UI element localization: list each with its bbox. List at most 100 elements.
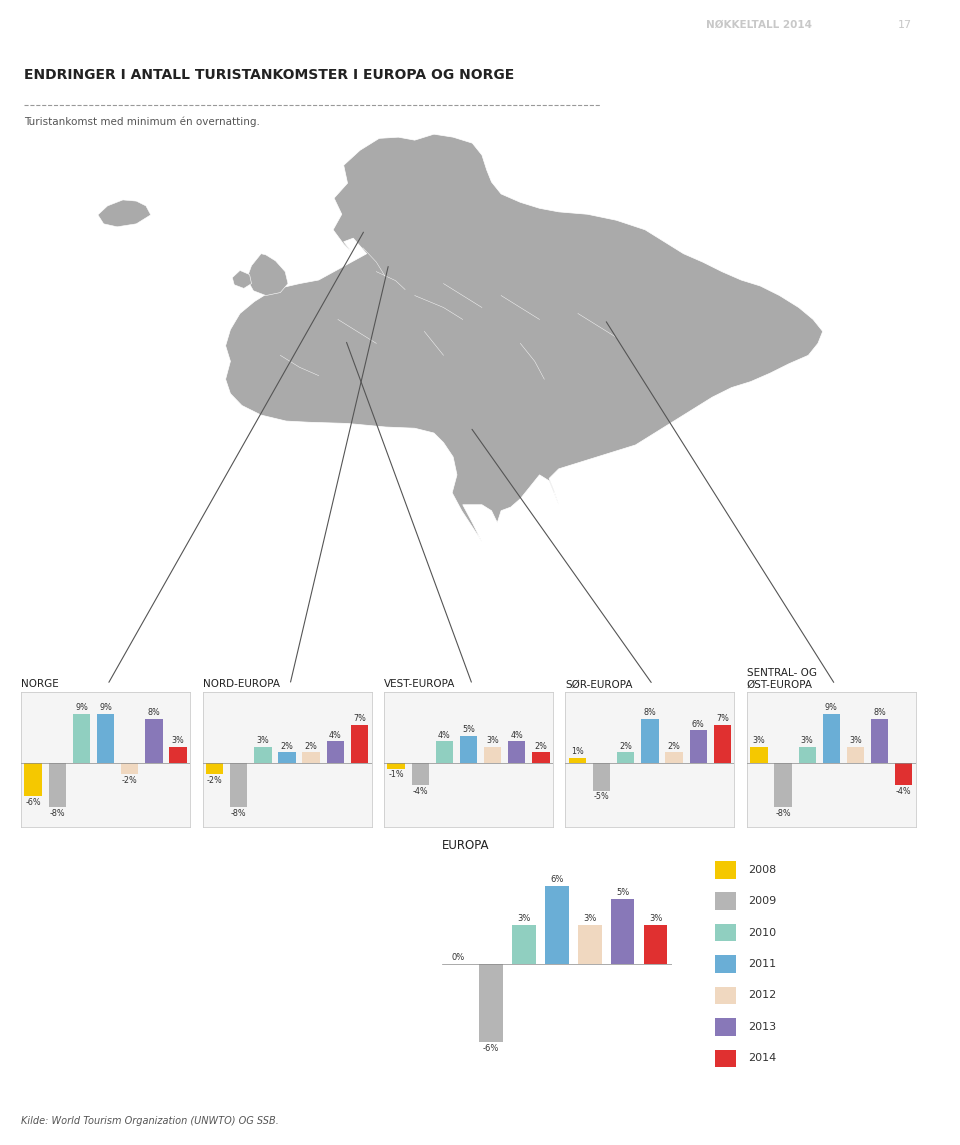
- Text: 17: 17: [898, 21, 912, 30]
- Bar: [484, 747, 501, 764]
- FancyBboxPatch shape: [714, 861, 735, 878]
- Text: 3%: 3%: [649, 914, 662, 923]
- Bar: [169, 747, 186, 764]
- Text: 2008: 2008: [749, 864, 777, 875]
- Text: 9%: 9%: [99, 703, 112, 712]
- Text: EUROPA: EUROPA: [442, 838, 489, 852]
- Text: 8%: 8%: [643, 709, 657, 718]
- Text: -2%: -2%: [122, 776, 137, 785]
- Text: 2014: 2014: [749, 1053, 777, 1064]
- Polygon shape: [98, 200, 151, 227]
- Bar: [145, 719, 162, 764]
- Text: 2012: 2012: [749, 990, 777, 1001]
- Bar: [508, 741, 525, 764]
- Text: 9%: 9%: [75, 703, 88, 712]
- Text: 3%: 3%: [517, 914, 531, 923]
- FancyBboxPatch shape: [714, 924, 735, 941]
- Bar: [545, 886, 568, 964]
- Bar: [751, 747, 768, 764]
- Bar: [689, 731, 707, 764]
- Bar: [230, 764, 248, 807]
- Bar: [460, 736, 477, 764]
- Text: NØKKELTALL 2014: NØKKELTALL 2014: [706, 21, 811, 30]
- Text: -6%: -6%: [25, 798, 41, 807]
- Bar: [326, 741, 344, 764]
- Bar: [73, 713, 90, 764]
- Text: 3%: 3%: [172, 736, 184, 745]
- Text: NORGE: NORGE: [21, 679, 59, 689]
- Text: 2%: 2%: [280, 742, 294, 751]
- FancyBboxPatch shape: [714, 955, 735, 973]
- Bar: [641, 719, 659, 764]
- Text: 0%: 0%: [451, 953, 465, 962]
- Text: 2%: 2%: [667, 742, 681, 751]
- Polygon shape: [226, 134, 823, 542]
- Text: NORD-EUROPA: NORD-EUROPA: [203, 679, 279, 689]
- Text: SENTRAL- OG
ØST-EUROPA: SENTRAL- OG ØST-EUROPA: [747, 668, 817, 689]
- Bar: [278, 752, 296, 764]
- Bar: [775, 764, 792, 807]
- Text: 8%: 8%: [148, 709, 160, 718]
- Text: 3%: 3%: [487, 736, 499, 745]
- Text: 4%: 4%: [329, 731, 342, 740]
- Bar: [412, 764, 429, 785]
- Bar: [436, 741, 453, 764]
- Text: -4%: -4%: [896, 787, 912, 796]
- Text: -5%: -5%: [594, 792, 610, 801]
- Bar: [871, 719, 888, 764]
- Text: 4%: 4%: [438, 731, 450, 740]
- Text: VEST-EUROPA: VEST-EUROPA: [384, 679, 455, 689]
- Bar: [206, 764, 224, 774]
- Text: 3%: 3%: [256, 736, 269, 745]
- Text: 3%: 3%: [753, 736, 765, 745]
- Text: 6%: 6%: [550, 875, 564, 884]
- Bar: [479, 964, 503, 1042]
- Bar: [593, 764, 611, 791]
- Text: 2010: 2010: [749, 927, 777, 938]
- Bar: [49, 764, 66, 807]
- Text: 2013: 2013: [749, 1021, 777, 1032]
- Text: 6%: 6%: [692, 719, 705, 728]
- Bar: [254, 747, 272, 764]
- Text: 8%: 8%: [874, 709, 886, 718]
- Text: -8%: -8%: [50, 810, 65, 818]
- Bar: [611, 900, 635, 964]
- FancyBboxPatch shape: [714, 892, 735, 910]
- Polygon shape: [232, 270, 252, 289]
- Text: Kilde: World Tourism Organization (UNWTO) OG SSB.: Kilde: World Tourism Organization (UNWTO…: [21, 1116, 279, 1127]
- Bar: [895, 764, 912, 785]
- Bar: [532, 752, 549, 764]
- Bar: [665, 752, 683, 764]
- FancyBboxPatch shape: [714, 987, 735, 1004]
- Text: 5%: 5%: [616, 889, 629, 897]
- Polygon shape: [247, 254, 288, 295]
- FancyBboxPatch shape: [714, 1018, 735, 1036]
- Text: 3%: 3%: [801, 736, 813, 745]
- Bar: [847, 747, 864, 764]
- Bar: [713, 725, 731, 764]
- Text: 4%: 4%: [511, 731, 523, 740]
- Bar: [388, 764, 405, 768]
- Bar: [578, 925, 602, 964]
- Text: Turistankomst med minimum én overnatting.: Turistankomst med minimum én overnatting…: [24, 116, 260, 127]
- Bar: [25, 764, 42, 797]
- Text: 2011: 2011: [749, 960, 777, 969]
- Text: -2%: -2%: [206, 776, 223, 785]
- Bar: [823, 713, 840, 764]
- Text: -8%: -8%: [776, 810, 791, 818]
- Bar: [512, 925, 536, 964]
- Text: -4%: -4%: [413, 787, 428, 796]
- Bar: [97, 713, 114, 764]
- Bar: [121, 764, 138, 774]
- Bar: [799, 747, 816, 764]
- Text: -8%: -8%: [231, 810, 247, 818]
- Text: -6%: -6%: [483, 1044, 499, 1053]
- Bar: [644, 925, 667, 964]
- Text: SØR-EUROPA: SØR-EUROPA: [565, 679, 633, 689]
- Text: 3%: 3%: [850, 736, 862, 745]
- Text: 3%: 3%: [583, 914, 596, 923]
- Text: ENDRINGER I ANTALL TURISTANKOMSTER I EUROPA OG NORGE: ENDRINGER I ANTALL TURISTANKOMSTER I EUR…: [24, 68, 515, 81]
- Text: 7%: 7%: [716, 714, 729, 722]
- Text: 2%: 2%: [535, 742, 547, 751]
- Bar: [350, 725, 368, 764]
